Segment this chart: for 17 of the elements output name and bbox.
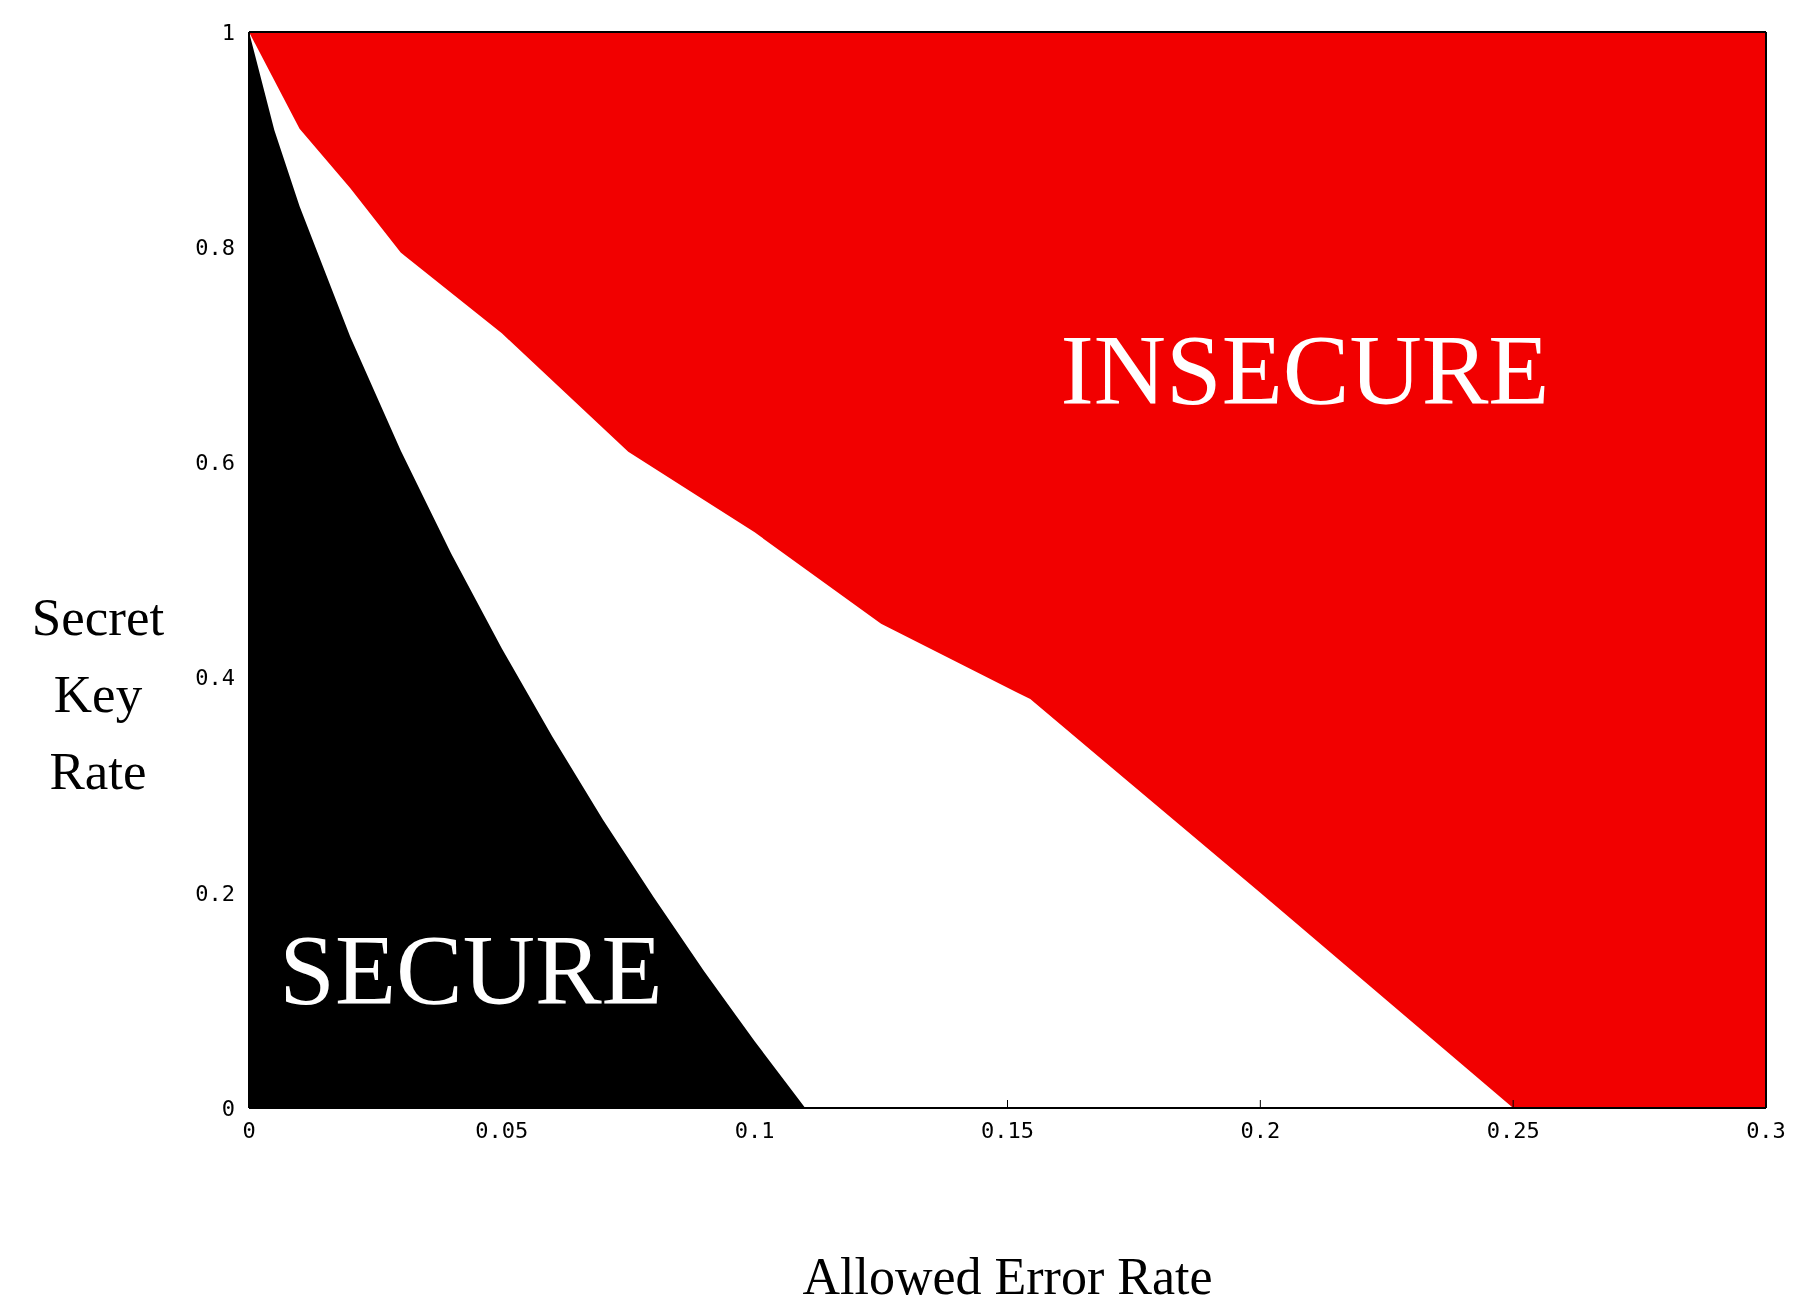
annotation: SECURE (279, 914, 663, 1025)
x-tick-label: 0.3 (1746, 1117, 1786, 1143)
x-axis-title: Allowed Error Rate (802, 1248, 1213, 1305)
y-tick-label: 0.8 (195, 235, 235, 261)
x-tick-label: 0 (242, 1117, 256, 1143)
y-tick-label: 0 (221, 1095, 235, 1121)
x-tick-label: 0.05 (475, 1117, 529, 1143)
y-tick-label: 0.4 (195, 665, 235, 691)
y-tick-label: 1 (221, 19, 235, 45)
annotation: INSECURE (1060, 314, 1550, 425)
x-tick-label: 0.2 (1240, 1117, 1281, 1143)
y-axis-title: Secret Key Rate (31, 588, 165, 801)
y-tick-label: 0.6 (195, 450, 235, 476)
y-tick-label: 0.2 (195, 880, 235, 906)
x-tick-label: 0.1 (734, 1117, 775, 1143)
x-tick-label: 0.15 (981, 1117, 1034, 1143)
x-tick-label: 0.25 (1486, 1117, 1540, 1143)
